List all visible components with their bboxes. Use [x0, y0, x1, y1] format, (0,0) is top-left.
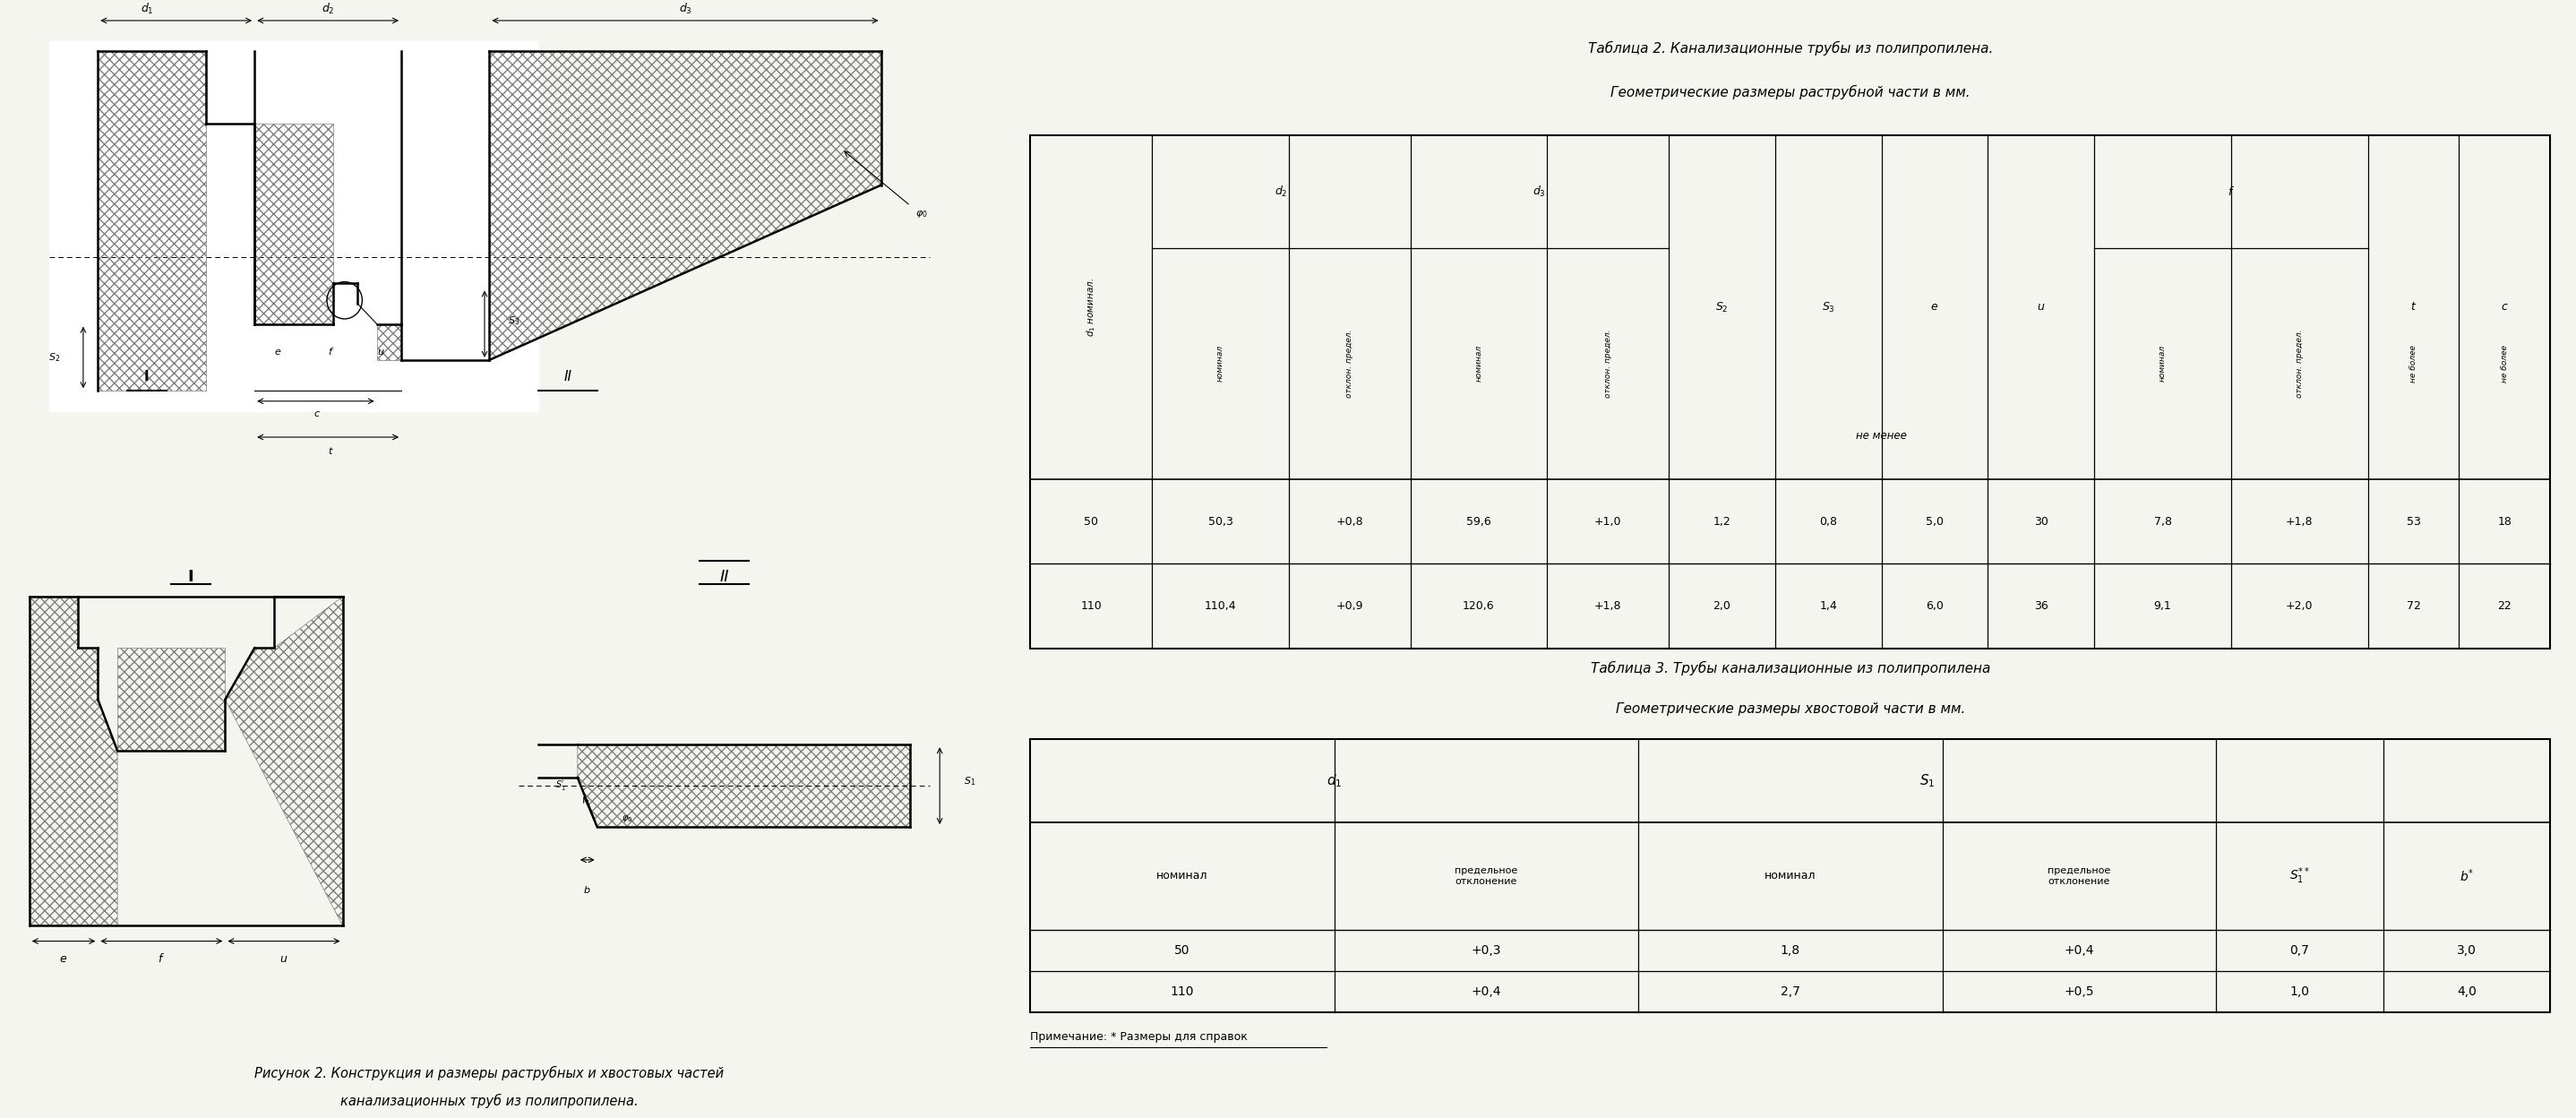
Text: $e$: $e$: [1929, 302, 1940, 313]
Text: Таблица 3. Трубы канализационные из полипропилена: Таблица 3. Трубы канализационные из поли…: [1589, 661, 1991, 675]
Text: 1,2: 1,2: [1713, 515, 1731, 528]
Text: $e$: $e$: [273, 348, 281, 357]
Text: 59,6: 59,6: [1466, 515, 1492, 528]
Text: $S_3$: $S_3$: [1821, 301, 1834, 314]
Text: Таблица 2. Канализационные трубы из полипропилена.: Таблица 2. Канализационные трубы из поли…: [1587, 41, 1994, 56]
Text: 22: 22: [2499, 600, 2512, 612]
Text: $t$: $t$: [2411, 302, 2416, 313]
Text: 36: 36: [2035, 600, 2048, 612]
Text: не более: не более: [2409, 344, 2416, 382]
Text: +0,5: +0,5: [2063, 985, 2094, 998]
Text: 18: 18: [2499, 515, 2512, 528]
Text: 2,7: 2,7: [1780, 985, 1801, 998]
Text: I: I: [144, 370, 149, 383]
Text: 120,6: 120,6: [1463, 600, 1494, 612]
Text: $S_3$: $S_3$: [507, 315, 520, 328]
Text: $S_1'$: $S_1'$: [556, 778, 567, 792]
Text: 3,0: 3,0: [2458, 944, 2476, 957]
Text: 110,4: 110,4: [1206, 600, 1236, 612]
Text: $S_1^{**}$: $S_1^{**}$: [2290, 865, 2311, 887]
Text: предельное
отклонение: предельное отклонение: [2048, 866, 2110, 885]
Text: 50,3: 50,3: [1208, 515, 1234, 528]
Text: отклон. предел.: отклон. предел.: [1345, 330, 1352, 398]
Text: 2,0: 2,0: [1713, 600, 1731, 612]
Text: +2,0: +2,0: [2285, 600, 2313, 612]
Text: 50: 50: [1084, 515, 1097, 528]
Text: 72: 72: [2406, 600, 2421, 612]
Text: предельное
отклонение: предельное отклонение: [1455, 866, 1517, 885]
Text: $d_1$: $d_1$: [139, 1, 155, 16]
Text: номинал: номинал: [1473, 345, 1484, 382]
Text: 30: 30: [2035, 515, 2048, 528]
Text: $d_2$: $d_2$: [1275, 184, 1288, 199]
Text: 9,1: 9,1: [2154, 600, 2172, 612]
Text: не более: не более: [2501, 344, 2509, 382]
Text: Геометрические размеры хвостовой части в мм.: Геометрические размеры хвостовой части в…: [1615, 702, 1965, 716]
Text: номинал: номинал: [1765, 870, 1816, 882]
Text: $b$: $b$: [585, 884, 590, 894]
Text: 110: 110: [1170, 985, 1195, 998]
Text: II: II: [564, 370, 572, 383]
Text: $u$: $u$: [2038, 302, 2045, 313]
Text: +1,8: +1,8: [1595, 600, 1623, 612]
Text: 0,7: 0,7: [2290, 944, 2308, 957]
Text: $\varphi_0$: $\varphi_0$: [621, 813, 634, 824]
Text: $d_3$: $d_3$: [1533, 184, 1546, 199]
Text: $f$: $f$: [327, 345, 335, 357]
Text: канализационных труб из полипропилена.: канализационных труб из полипропилена.: [340, 1095, 639, 1108]
Text: $d_1$ номинал.: $d_1$ номинал.: [1084, 277, 1097, 337]
Text: $t$: $t$: [327, 446, 335, 456]
Text: 1,8: 1,8: [1780, 944, 1801, 957]
Text: Примечание: * Размеры для справок: Примечание: * Размеры для справок: [1030, 1032, 1247, 1043]
Text: 1,4: 1,4: [1819, 600, 1837, 612]
Text: $b^{*}$: $b^{*}$: [2460, 868, 2473, 884]
Text: $c$: $c$: [314, 409, 319, 418]
Text: $e$: $e$: [59, 953, 67, 965]
Text: $\varphi_0$: $\varphi_0$: [914, 209, 927, 219]
Text: 110: 110: [1079, 600, 1103, 612]
Text: номинал: номинал: [1216, 345, 1224, 382]
Text: 4,0: 4,0: [2458, 985, 2476, 998]
Text: 50: 50: [1175, 944, 1190, 957]
Text: $u$: $u$: [281, 953, 289, 965]
Text: номинал: номинал: [2159, 345, 2166, 382]
Text: $d_1$: $d_1$: [1327, 773, 1342, 789]
Text: II: II: [719, 569, 729, 585]
Text: Геометрические размеры раструбной части в мм.: Геометрические размеры раструбной части …: [1610, 85, 1971, 100]
Text: 0,8: 0,8: [1819, 515, 1837, 528]
Text: $u$: $u$: [376, 348, 384, 357]
Text: +0,8: +0,8: [1337, 515, 1363, 528]
Text: 5,0: 5,0: [1927, 515, 1945, 528]
Text: не менее: не менее: [1857, 429, 1906, 442]
Text: 53: 53: [2406, 515, 2421, 528]
Text: $S_1$: $S_1$: [1919, 773, 1935, 789]
Text: номинал: номинал: [1157, 870, 1208, 882]
Text: 1,0: 1,0: [2290, 985, 2308, 998]
Text: I: I: [188, 569, 193, 585]
Text: $S_2$: $S_2$: [1716, 301, 1728, 314]
Text: 6,0: 6,0: [1927, 600, 1945, 612]
Text: $S_1$: $S_1$: [963, 775, 976, 787]
Text: отклон. предел.: отклон. предел.: [1605, 330, 1613, 398]
Text: отклон. предел.: отклон. предел.: [2295, 330, 2303, 398]
Text: $f$: $f$: [157, 951, 165, 965]
Text: +0,4: +0,4: [2063, 944, 2094, 957]
Text: $c$: $c$: [2501, 302, 2509, 313]
Text: 7,8: 7,8: [2154, 515, 2172, 528]
Text: +1,0: +1,0: [1595, 515, 1623, 528]
Text: $d_2$: $d_2$: [322, 1, 335, 16]
Text: +0,3: +0,3: [1471, 944, 1502, 957]
Text: +1,8: +1,8: [2285, 515, 2313, 528]
Text: +0,9: +0,9: [1337, 600, 1363, 612]
Text: +0,4: +0,4: [1471, 985, 1502, 998]
Text: $f$: $f$: [2228, 186, 2233, 198]
Text: Рисунок 2. Конструкция и размеры раструбных и хвостовых частей: Рисунок 2. Конструкция и размеры раструб…: [255, 1067, 724, 1080]
Text: $d_3$: $d_3$: [677, 1, 693, 16]
Text: $S_2$: $S_2$: [49, 351, 59, 363]
